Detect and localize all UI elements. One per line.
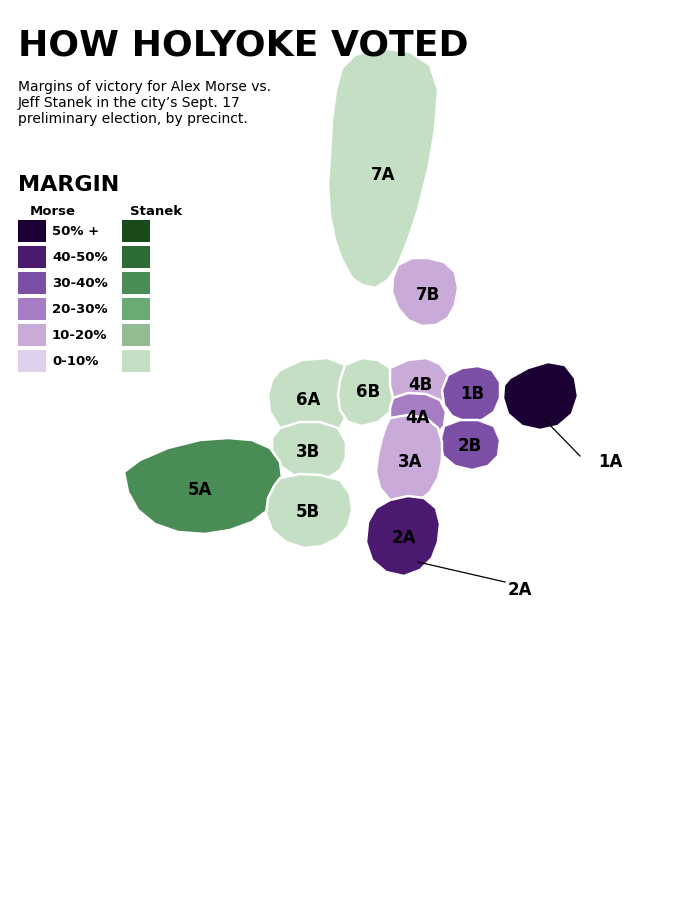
Text: 7A: 7A: [370, 166, 395, 184]
Text: 7B: 7B: [416, 286, 440, 304]
Text: 6B: 6B: [356, 383, 380, 401]
Bar: [122, 272, 150, 294]
Bar: [122, 220, 150, 242]
Text: 20-30%: 20-30%: [52, 302, 108, 316]
Polygon shape: [366, 496, 440, 576]
Text: 30-40%: 30-40%: [52, 276, 108, 289]
Bar: [18, 246, 46, 268]
Text: 40-50%: 40-50%: [52, 251, 108, 263]
Text: 50% +: 50% +: [52, 225, 99, 238]
Text: 4A: 4A: [406, 409, 430, 427]
Bar: [18, 298, 46, 320]
Text: 1A: 1A: [598, 453, 622, 471]
Text: 10-20%: 10-20%: [52, 329, 108, 342]
Text: 0-10%: 0-10%: [52, 355, 98, 367]
Text: Morse: Morse: [30, 205, 76, 218]
Bar: [122, 350, 150, 372]
Bar: [18, 324, 46, 346]
Text: 6A: 6A: [296, 391, 320, 409]
Polygon shape: [328, 48, 438, 288]
Text: 1B: 1B: [460, 385, 484, 403]
Polygon shape: [390, 358, 448, 412]
Polygon shape: [268, 358, 352, 442]
Polygon shape: [266, 474, 352, 548]
Polygon shape: [390, 393, 446, 440]
Text: 2A: 2A: [392, 529, 416, 547]
Text: 4B: 4B: [408, 376, 432, 394]
Text: 5B: 5B: [296, 503, 320, 521]
Polygon shape: [440, 420, 500, 470]
Bar: [122, 324, 150, 346]
Text: HOW HOLYOKE VOTED: HOW HOLYOKE VOTED: [18, 28, 469, 62]
Text: Margins of victory for Alex Morse vs.
Jeff Stanek in the city’s Sept. 17
prelimi: Margins of victory for Alex Morse vs. Je…: [18, 80, 271, 126]
Polygon shape: [124, 438, 282, 534]
Polygon shape: [503, 362, 578, 430]
Text: 3A: 3A: [398, 453, 422, 471]
Polygon shape: [338, 358, 396, 426]
Polygon shape: [442, 366, 500, 422]
Text: 2B: 2B: [458, 437, 482, 455]
Text: MARGIN: MARGIN: [18, 175, 119, 195]
Bar: [122, 246, 150, 268]
Polygon shape: [376, 415, 442, 506]
Bar: [18, 220, 46, 242]
Text: Stanek: Stanek: [130, 205, 182, 218]
Bar: [18, 272, 46, 294]
Polygon shape: [392, 258, 458, 326]
Text: 2A: 2A: [508, 581, 533, 599]
Text: 3B: 3B: [296, 443, 320, 461]
Bar: [18, 350, 46, 372]
Text: 5A: 5A: [188, 481, 212, 499]
Polygon shape: [272, 422, 346, 480]
Bar: [122, 298, 150, 320]
